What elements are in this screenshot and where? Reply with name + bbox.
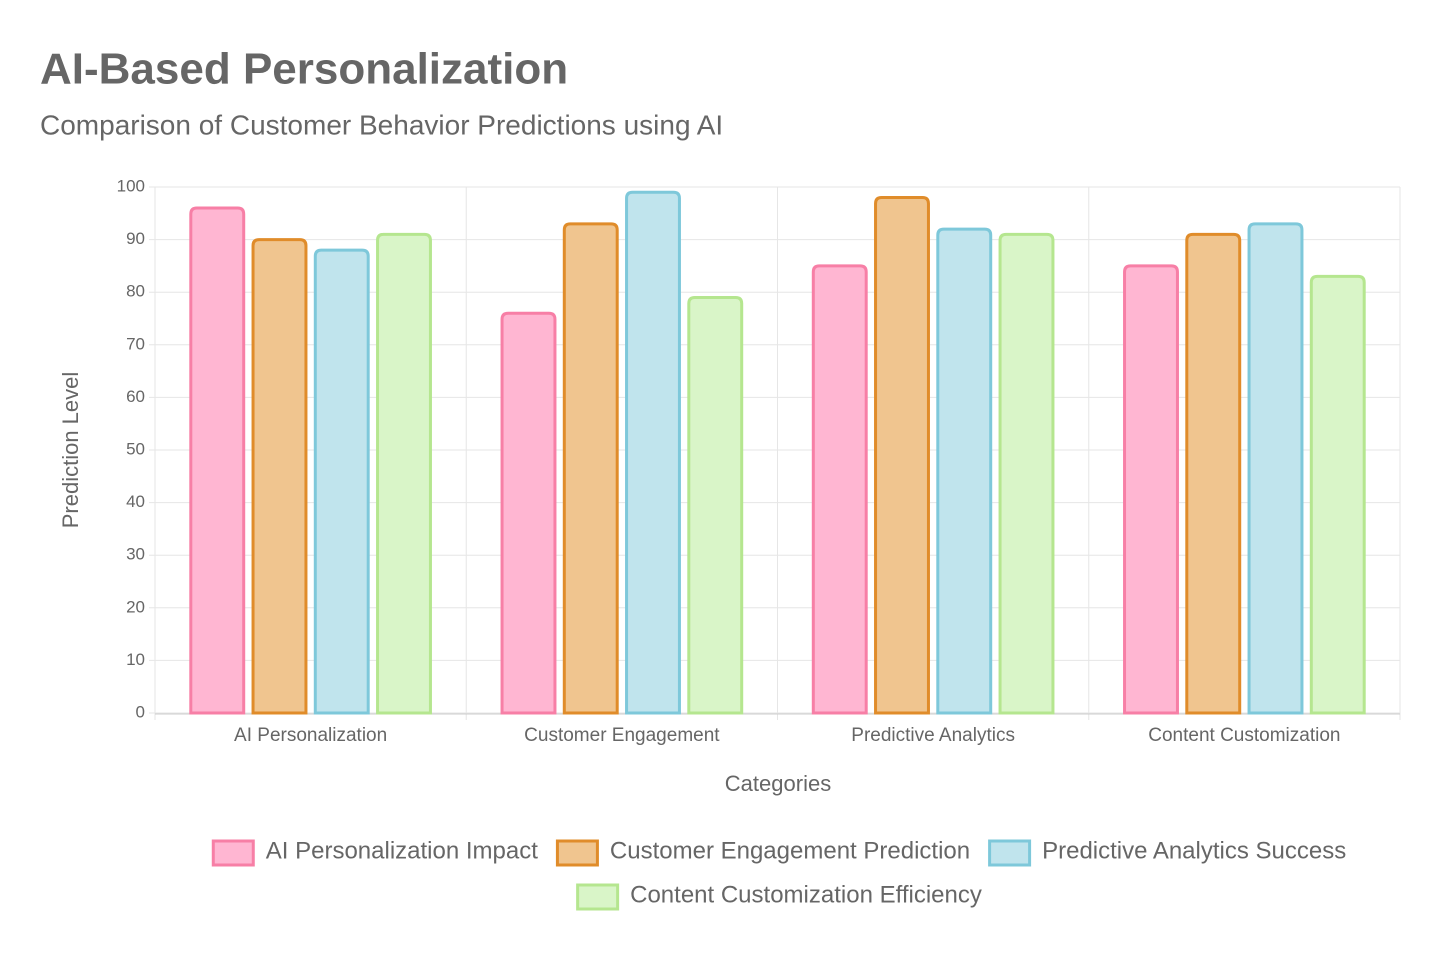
bar: [562, 222, 619, 715]
y-tick-label: 50: [126, 439, 145, 458]
bar: [1247, 222, 1304, 715]
y-tick-label: 80: [126, 282, 145, 301]
x-tick-label: Predictive Analytics: [851, 725, 1015, 746]
legend-swatch: [576, 883, 620, 911]
bar: [811, 264, 868, 715]
y-tick-label: 70: [126, 334, 145, 353]
chart-title: AI-Based Personalization: [40, 45, 568, 94]
x-tick-label: Customer Engagement: [524, 725, 720, 746]
y-tick-label: 0: [136, 702, 145, 721]
bar: [251, 238, 308, 715]
legend-label: Customer Engagement Prediction: [610, 837, 970, 864]
bar: [189, 206, 246, 715]
y-axis-title: Prediction Level: [58, 372, 83, 529]
bar: [376, 232, 432, 715]
y-tick-label: 100: [117, 176, 145, 195]
bar: [1185, 232, 1242, 715]
legend-label: AI Personalization Impact: [266, 837, 538, 864]
y-tick-label: 20: [126, 597, 145, 616]
legend-swatch: [555, 839, 599, 867]
bar: [1309, 274, 1366, 715]
y-tick-label: 60: [126, 387, 145, 406]
legend-swatch: [211, 839, 255, 867]
x-axis-title: Categories: [725, 771, 831, 796]
bar: [998, 232, 1055, 715]
bar: [936, 227, 993, 715]
y-tick-label: 40: [126, 492, 145, 511]
bar: [625, 190, 681, 715]
y-tick-label: 30: [126, 545, 145, 564]
bar: [687, 295, 744, 715]
y-tick-label: 90: [126, 229, 145, 248]
chart-subtitle: Comparison of Customer Behavior Predicti…: [40, 109, 723, 140]
bar: [313, 248, 370, 715]
x-tick-label: Content Customization: [1148, 725, 1340, 746]
bar: [874, 196, 930, 715]
bar: [1123, 264, 1179, 715]
y-tick-label: 10: [126, 650, 145, 669]
legend-label: Content Customization Efficiency: [630, 881, 982, 908]
legend-swatch: [988, 839, 1032, 867]
legend-label: Predictive Analytics Success: [1042, 837, 1346, 864]
bar: [500, 311, 557, 715]
x-tick-label: AI Personalization: [234, 725, 387, 746]
